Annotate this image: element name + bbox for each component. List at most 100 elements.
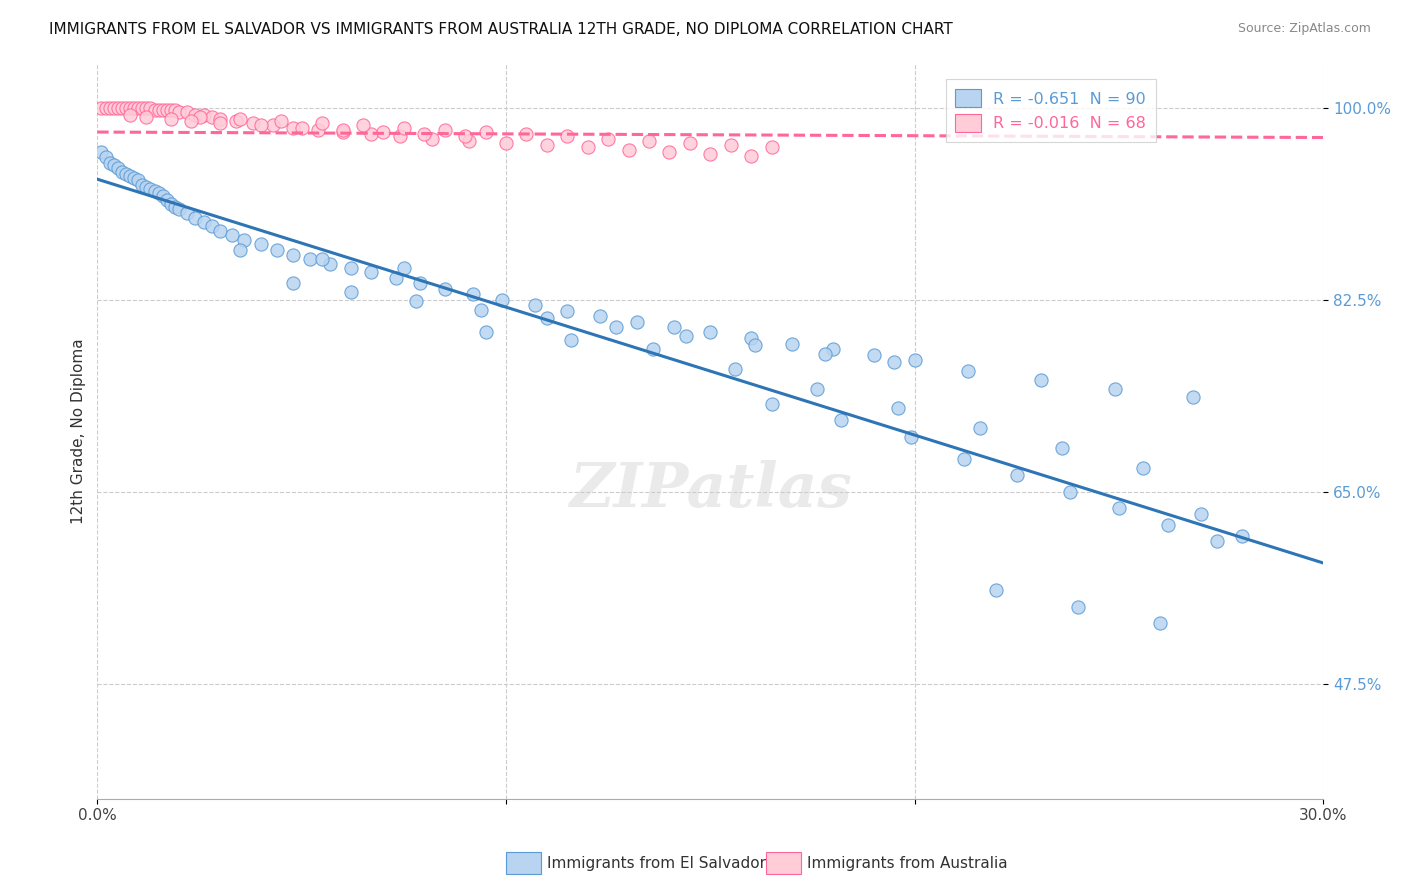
- Point: [225, 114, 247, 128]
- Point: [761, 397, 783, 411]
- Point: [90, 145, 112, 159]
- Text: Immigrants from Australia: Immigrants from Australia: [807, 856, 1008, 871]
- Point: [900, 430, 922, 444]
- Point: [470, 302, 492, 317]
- Point: [560, 334, 582, 348]
- Point: [201, 110, 224, 124]
- Point: [135, 101, 157, 115]
- Point: [184, 107, 207, 121]
- Point: [598, 131, 620, 145]
- Point: [495, 136, 517, 150]
- Point: [103, 158, 125, 172]
- Text: Immigrants from El Salvador: Immigrants from El Salvador: [547, 856, 766, 871]
- Point: [156, 193, 179, 207]
- Point: [675, 329, 697, 343]
- Point: [1149, 616, 1171, 631]
- Point: [806, 382, 828, 396]
- Point: [515, 127, 537, 141]
- Point: [360, 127, 382, 141]
- Point: [536, 138, 558, 153]
- Point: [422, 131, 444, 145]
- Point: [298, 252, 321, 267]
- Point: [1104, 382, 1126, 396]
- Point: [242, 116, 264, 130]
- Point: [887, 401, 910, 416]
- Point: [626, 315, 648, 329]
- Point: [332, 123, 354, 137]
- Point: [589, 310, 612, 324]
- Point: [266, 244, 288, 258]
- Point: [143, 103, 166, 117]
- Point: [413, 127, 436, 141]
- Point: [388, 129, 411, 144]
- Point: [830, 413, 852, 427]
- Point: [1031, 373, 1053, 387]
- Point: [160, 112, 183, 126]
- Point: [139, 182, 162, 196]
- Point: [392, 120, 415, 135]
- Y-axis label: 12th Grade, No Diploma: 12th Grade, No Diploma: [72, 339, 86, 524]
- Text: ZIPatlas: ZIPatlas: [569, 460, 852, 520]
- Point: [761, 140, 783, 154]
- Point: [1189, 507, 1212, 521]
- Point: [1181, 391, 1204, 405]
- Point: [131, 101, 153, 115]
- Point: [111, 164, 134, 178]
- Point: [94, 150, 117, 164]
- Point: [360, 265, 382, 279]
- Point: [986, 583, 1008, 598]
- Point: [115, 101, 138, 115]
- Point: [201, 219, 224, 234]
- Point: [135, 180, 157, 194]
- Point: [339, 260, 361, 275]
- Point: [111, 101, 134, 115]
- Point: [1132, 460, 1154, 475]
- Point: [474, 125, 496, 139]
- Point: [283, 277, 305, 291]
- Point: [605, 320, 627, 334]
- Point: [94, 101, 117, 115]
- Point: [883, 355, 905, 369]
- Point: [409, 277, 432, 291]
- Point: [208, 112, 231, 126]
- Point: [176, 206, 198, 220]
- Point: [384, 271, 406, 285]
- Point: [311, 116, 333, 130]
- Point: [156, 103, 179, 117]
- Point: [433, 123, 456, 137]
- Point: [127, 101, 149, 115]
- Point: [118, 101, 141, 115]
- Point: [373, 125, 395, 139]
- Point: [90, 101, 112, 115]
- Point: [307, 123, 329, 137]
- Point: [98, 155, 121, 169]
- Point: [699, 325, 721, 339]
- Legend: R = -0.651  N = 90, R = -0.016  N = 68: R = -0.651 N = 90, R = -0.016 N = 68: [946, 79, 1156, 142]
- Point: [208, 224, 231, 238]
- Point: [139, 101, 162, 115]
- Point: [163, 103, 186, 117]
- Point: [135, 110, 157, 124]
- Point: [107, 161, 129, 176]
- Point: [131, 178, 153, 192]
- Point: [127, 173, 149, 187]
- Point: [107, 101, 129, 115]
- Point: [208, 116, 231, 130]
- Point: [176, 105, 198, 120]
- Point: [118, 107, 141, 121]
- Point: [122, 101, 145, 115]
- Point: [720, 138, 742, 153]
- Point: [392, 260, 415, 275]
- Point: [821, 342, 844, 356]
- Point: [814, 346, 837, 360]
- Point: [167, 202, 190, 216]
- Point: [160, 103, 183, 117]
- Point: [1157, 517, 1180, 532]
- Point: [148, 186, 170, 201]
- Point: [249, 119, 271, 133]
- Point: [193, 215, 215, 229]
- Point: [319, 257, 342, 271]
- Point: [862, 348, 884, 362]
- Point: [1005, 468, 1028, 483]
- Point: [699, 147, 721, 161]
